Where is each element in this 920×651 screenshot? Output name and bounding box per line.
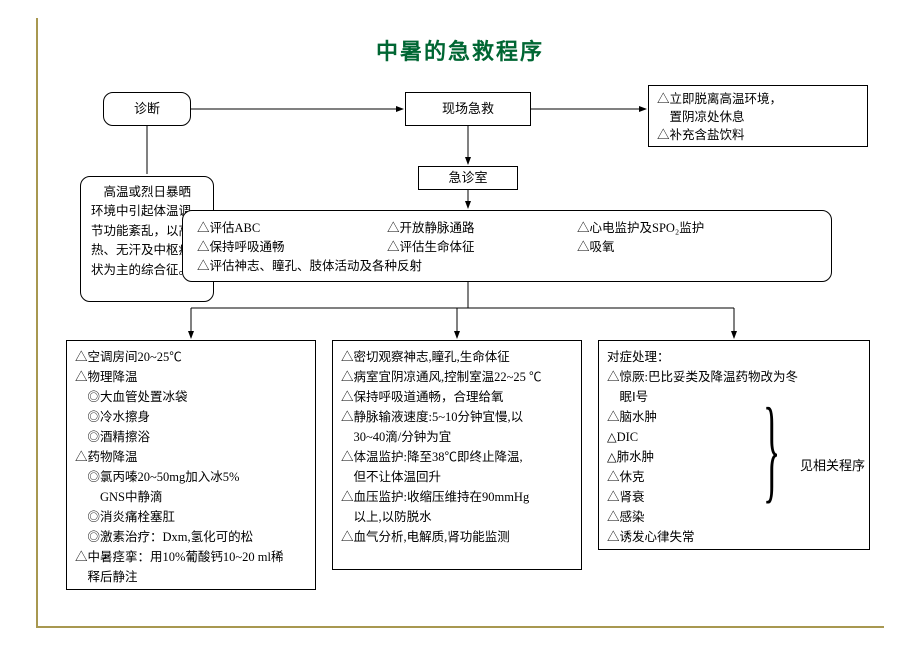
node-box-b: △密切观察神志,瞳孔,生命体征 △病室宜阴凉通风,控制室温22~25 ℃ △保持…: [332, 340, 582, 570]
slide-border-bottom: [36, 626, 884, 628]
assess-c2a: △开放静脉通路: [387, 219, 537, 238]
assess-c1b: △保持呼吸通畅: [197, 238, 347, 257]
diagram-title: 中暑的急救程序: [0, 34, 920, 66]
node-box-c: 对症处理： △惊厥:巴比妥类及降温药物改为冬 眠Ⅰ号 △脑水肿 △DIC △肺水…: [598, 340, 870, 550]
assess-c3a: △心电监护及SPO₂监护: [577, 219, 704, 238]
slide-border-left: [36, 18, 38, 626]
assess-c3b: △吸氧: [577, 238, 704, 257]
node-diagnosis: 诊断: [103, 92, 191, 126]
node-right-top: △立即脱离高温环境， 置阴凉处休息 △补充含盐饮料: [648, 85, 868, 147]
node-diagnosis-label: 诊断: [134, 99, 160, 119]
node-onsite: 现场急救: [405, 92, 531, 126]
assess-c1a: △评估ABC: [197, 219, 347, 238]
node-onsite-label: 现场急救: [442, 99, 494, 119]
node-er: 急诊室: [418, 166, 518, 190]
node-assess: △评估ABC △保持呼吸通畅 △开放静脉通路 △评估生命体征 △心电监护及SPO…: [182, 210, 832, 282]
node-er-label: 急诊室: [448, 168, 487, 188]
bracket-icon: }: [763, 383, 780, 517]
assess-c2b: △评估生命体征: [387, 238, 537, 257]
assess-c1c: △评估神志、瞳孔、肢体活动及各种反射: [197, 257, 817, 276]
node-definition-text: 高温或烈日暴晒环境中引起体温调节功能紊乱，以高热、无汗及中枢症状为主的综合征。: [91, 185, 191, 277]
related-label: 见相关程序: [800, 455, 865, 474]
node-box-a: △空调房间20~25℃ △物理降温 ◎大血管处置冰袋 ◎冷水擦身 ◎酒精擦浴 △…: [66, 340, 316, 590]
